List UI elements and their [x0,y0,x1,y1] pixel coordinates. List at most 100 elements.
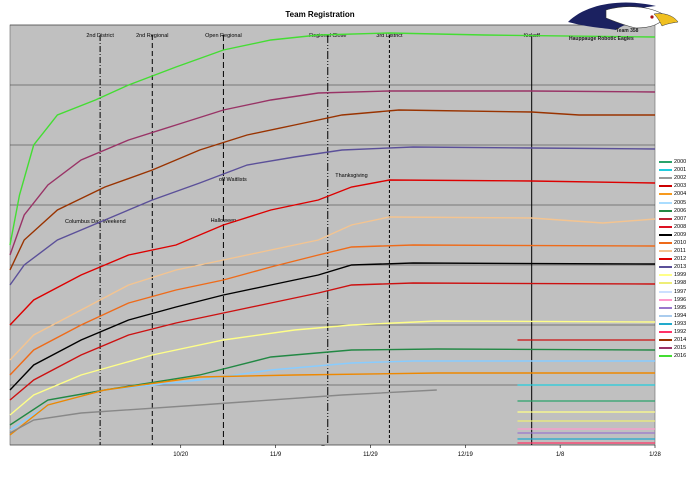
legend-swatch [659,322,672,325]
x-tick-label: 11/29 [363,452,378,458]
legend-label: 1995 [674,304,687,311]
series-line-2013 [9,146,656,286]
legend-item: 1997 [659,288,690,296]
event-marker-label: 2nd District [86,33,114,39]
chart-annotation: off Waitlists [219,177,247,183]
legend-item: 2013 [659,263,690,271]
chart-annotation: Columbus Day Weekend [65,219,126,225]
plot-area [9,24,656,446]
logo-team-number: Team 358 [616,28,639,34]
legend-item: 1999 [659,271,690,279]
legend-swatch [659,274,672,277]
series-line-2002 [9,389,437,434]
legend-label: 1998 [674,280,687,287]
series-line-2015 [9,90,656,256]
series-line-2006 [9,348,656,426]
legend-item: 1993 [659,320,690,328]
legend-label: 2016 [674,353,687,360]
event-marker-label: Open Regional [205,33,242,39]
legend-label: 2003 [674,183,687,190]
legend-swatch [659,314,672,317]
legend-item: 2008 [659,223,690,231]
legend-item: 2002 [659,174,690,182]
chart-annotation: _ [320,441,325,447]
legend-swatch [659,258,672,261]
x-tick-label: 1/28 [649,452,661,458]
legend-item: 2006 [659,207,690,215]
legend-label: 2000 [674,159,687,166]
legend-swatch [659,185,672,188]
legend-label: 2007 [674,215,687,222]
legend-swatch [659,217,672,220]
legend-swatch [659,233,672,236]
legend-label: 2004 [674,191,687,198]
legend-label: 2005 [674,199,687,206]
legend-item: 2016 [659,352,690,360]
team-logo [566,0,686,44]
legend-swatch [659,201,672,204]
legend-swatch [659,347,672,350]
legend-label: 2010 [674,239,687,246]
legend-swatch [659,177,672,180]
series-line-2011 [9,216,656,361]
x-tick-label: 10/20 [173,452,189,458]
series-line-2016 [9,32,656,246]
legend-label: 2002 [674,175,687,182]
legend-label: 2001 [674,167,687,174]
legend-label: 1999 [674,272,687,279]
legend-item: 2012 [659,255,690,263]
legend-label: 1992 [674,329,687,336]
legend-label: 2012 [674,256,687,263]
legend-label: 2015 [674,345,687,352]
legend-label: 2006 [674,207,687,214]
legend-item: 1992 [659,328,690,336]
legend-item: 2015 [659,344,690,352]
x-tick-label: 12/19 [458,452,474,458]
legend-item: 2003 [659,182,690,190]
legend-label: 2013 [674,264,687,271]
legend-item: 2010 [659,239,690,247]
legend-swatch [659,169,672,172]
legend-item: 2005 [659,198,690,206]
legend-swatch [659,290,672,293]
legend-swatch [659,339,672,342]
legend-item: 2004 [659,190,690,198]
event-marker-label: 2nd Regional [136,33,168,39]
series-line-1999 [9,320,656,416]
chart-legend: 2000 2001 2002 2003 2004 2005 2006 2007 2008 2009… [659,158,690,360]
legend-swatch [659,225,672,228]
legend-item: 2014 [659,336,690,344]
event-marker-label: 3rd District [376,33,403,39]
chart-title: Team Registration [285,10,355,19]
legend-swatch [659,306,672,309]
legend-item: 1995 [659,304,690,312]
eagle-logo-icon [568,2,679,30]
chart-annotation: Halloween [211,218,237,224]
legend-label: 2009 [674,231,687,238]
logo-team-name: Hauppauge Robotic Eagles [569,36,634,42]
chart-annotation: Thanksgiving [335,173,367,179]
series-line-2008 [9,282,656,401]
legend-swatch [659,161,672,164]
x-tick-label: 11/9 [270,452,282,458]
event-marker-label: Regional Close [309,33,346,39]
legend-item: 1998 [659,279,690,287]
legend-swatch [659,250,672,253]
legend-label: 2008 [674,223,687,230]
legend-item: 1996 [659,296,690,304]
legend-label: 2014 [674,337,687,344]
legend-swatch [659,193,672,196]
legend-swatch [659,266,672,269]
legend-item: 2001 [659,166,690,174]
legend-item: 2009 [659,231,690,239]
legend-swatch [659,298,672,301]
series-line-2012 [9,179,656,326]
legend-item: 1994 [659,312,690,320]
legend-label: 1996 [674,296,687,303]
series-line-2010 [9,244,656,376]
legend-label: 2011 [674,248,686,255]
legend-item: 2011 [659,247,690,255]
legend-swatch [659,241,672,244]
legend-label: 1993 [674,320,687,327]
